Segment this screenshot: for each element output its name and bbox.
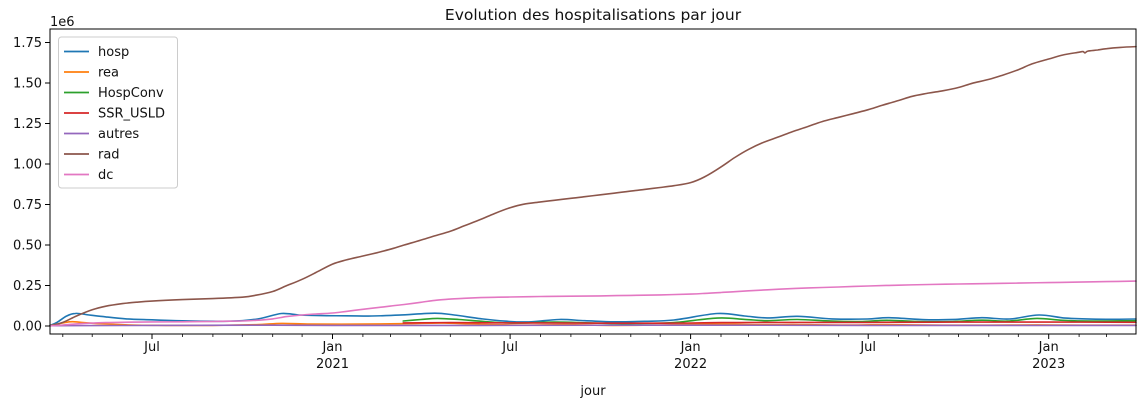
HospConv-line xyxy=(402,317,1137,325)
x-tick-year-label: 2023 xyxy=(1032,357,1065,372)
y-tick-label: 0.25 xyxy=(13,279,42,294)
legend-box xyxy=(58,36,178,189)
legend-item: rad xyxy=(64,147,120,162)
chart-title: Evolution des hospitalisations par jour xyxy=(445,6,742,24)
dc-line xyxy=(49,280,1137,327)
x-tick-year-label: 2022 xyxy=(674,357,707,372)
y-tick-label: 1.00 xyxy=(13,157,42,172)
y-tick-label: 0.00 xyxy=(13,319,42,334)
x-tick-year-label: 2021 xyxy=(316,357,349,372)
x-axis-ticks: Jul Jan 2021 Jul Jan 2022 Jul Jan 2023 xyxy=(62,334,1107,372)
y-tick-label: 1.25 xyxy=(13,117,42,132)
legend-label: SSR_USLD xyxy=(98,106,165,121)
legend-label: dc xyxy=(98,168,113,183)
legend-label: rea xyxy=(98,65,119,80)
plot-border xyxy=(49,28,1137,335)
legend-item: rea xyxy=(64,65,119,80)
legend-item: SSR_USLD xyxy=(64,106,165,121)
legend-label: autres xyxy=(98,127,139,142)
y-tick-label: 0.75 xyxy=(13,198,42,213)
legend-item: hosp xyxy=(64,45,129,60)
x-tick-label: Jan xyxy=(1038,340,1059,355)
y-scale-offset-label: 1e6 xyxy=(50,15,75,30)
legend-item: HospConv xyxy=(64,86,164,101)
legend-item: dc xyxy=(64,168,113,183)
autres-line xyxy=(49,324,1137,327)
x-tick-label: Jan xyxy=(680,340,701,355)
y-tick-label: 1.75 xyxy=(13,36,42,51)
rad-line xyxy=(49,45,1137,327)
legend-label: rad xyxy=(98,147,120,162)
y-tick-label: 0.50 xyxy=(13,238,42,253)
x-axis-label: jour xyxy=(579,384,606,399)
x-tick-label: Jan xyxy=(321,340,342,355)
y-tick-label: 1.50 xyxy=(13,76,42,91)
series-lines xyxy=(49,45,1137,327)
x-tick-label: Jul xyxy=(501,340,518,355)
SSR_USLD-line xyxy=(402,321,1137,325)
legend-label: HospConv xyxy=(98,86,164,101)
legend-label: hosp xyxy=(98,45,129,60)
x-tick-label: Jul xyxy=(143,340,160,355)
x-tick-label: Jul xyxy=(859,340,876,355)
hosp-line xyxy=(49,312,1137,327)
y-axis-ticks: 0.00 0.25 0.50 0.75 1.00 1.25 1.50 1.75 xyxy=(13,36,50,334)
legend-item: autres xyxy=(64,127,139,142)
